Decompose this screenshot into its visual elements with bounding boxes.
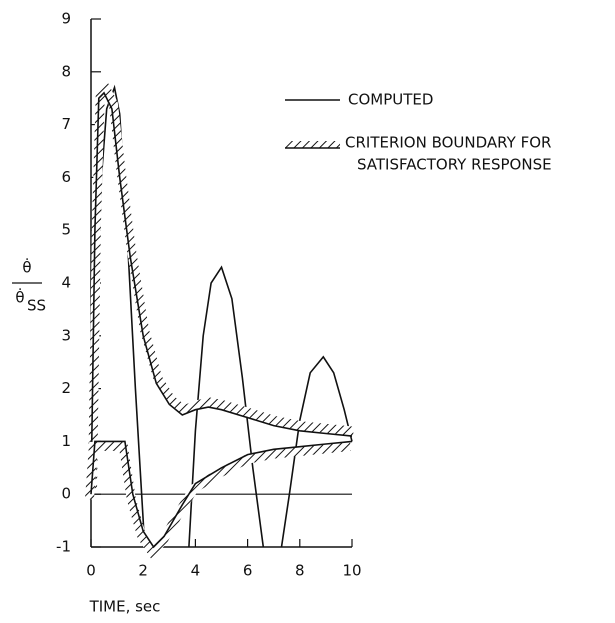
legend-label: SATISFACTORY RESPONSE <box>357 156 552 174</box>
y-tick-label: 8 <box>61 62 71 80</box>
x-tick-label: 10 <box>342 562 361 580</box>
boundary-line <box>90 440 353 549</box>
y-tick-label: 9 <box>61 10 71 28</box>
y-tick-label: 2 <box>61 379 71 397</box>
x-tick-label: 8 <box>295 562 305 580</box>
y-tick-label: 1 <box>61 432 71 450</box>
boundary-hatch <box>85 441 351 560</box>
y-label-denominator: θ̇ <box>15 288 24 307</box>
y-tick-label: 0 <box>61 485 71 503</box>
y-tick-label: 6 <box>61 168 71 186</box>
legend-swatch <box>285 141 340 148</box>
x-tick-label: 2 <box>138 562 148 580</box>
y-tick-label: 4 <box>61 274 71 292</box>
boundary-hatch <box>88 80 354 490</box>
x-tick-label: 4 <box>191 562 201 580</box>
x-tick-label: 6 <box>243 562 253 580</box>
y-label-numerator: θ̇ <box>22 258 31 277</box>
x-axis-label: TIME, sec <box>89 598 161 616</box>
boundary-line <box>90 91 353 495</box>
y-label-subscript: SS <box>27 297 46 315</box>
legend-label: CRITERION BOUNDARY FOR <box>345 134 551 152</box>
x-tick-label: 0 <box>86 562 96 580</box>
y-tick-label: -1 <box>56 538 71 556</box>
y-tick-label: 3 <box>61 326 71 344</box>
legend-label: COMPUTED <box>348 91 433 109</box>
y-tick-label: 7 <box>61 115 71 133</box>
y-tick-label: 5 <box>61 221 71 239</box>
